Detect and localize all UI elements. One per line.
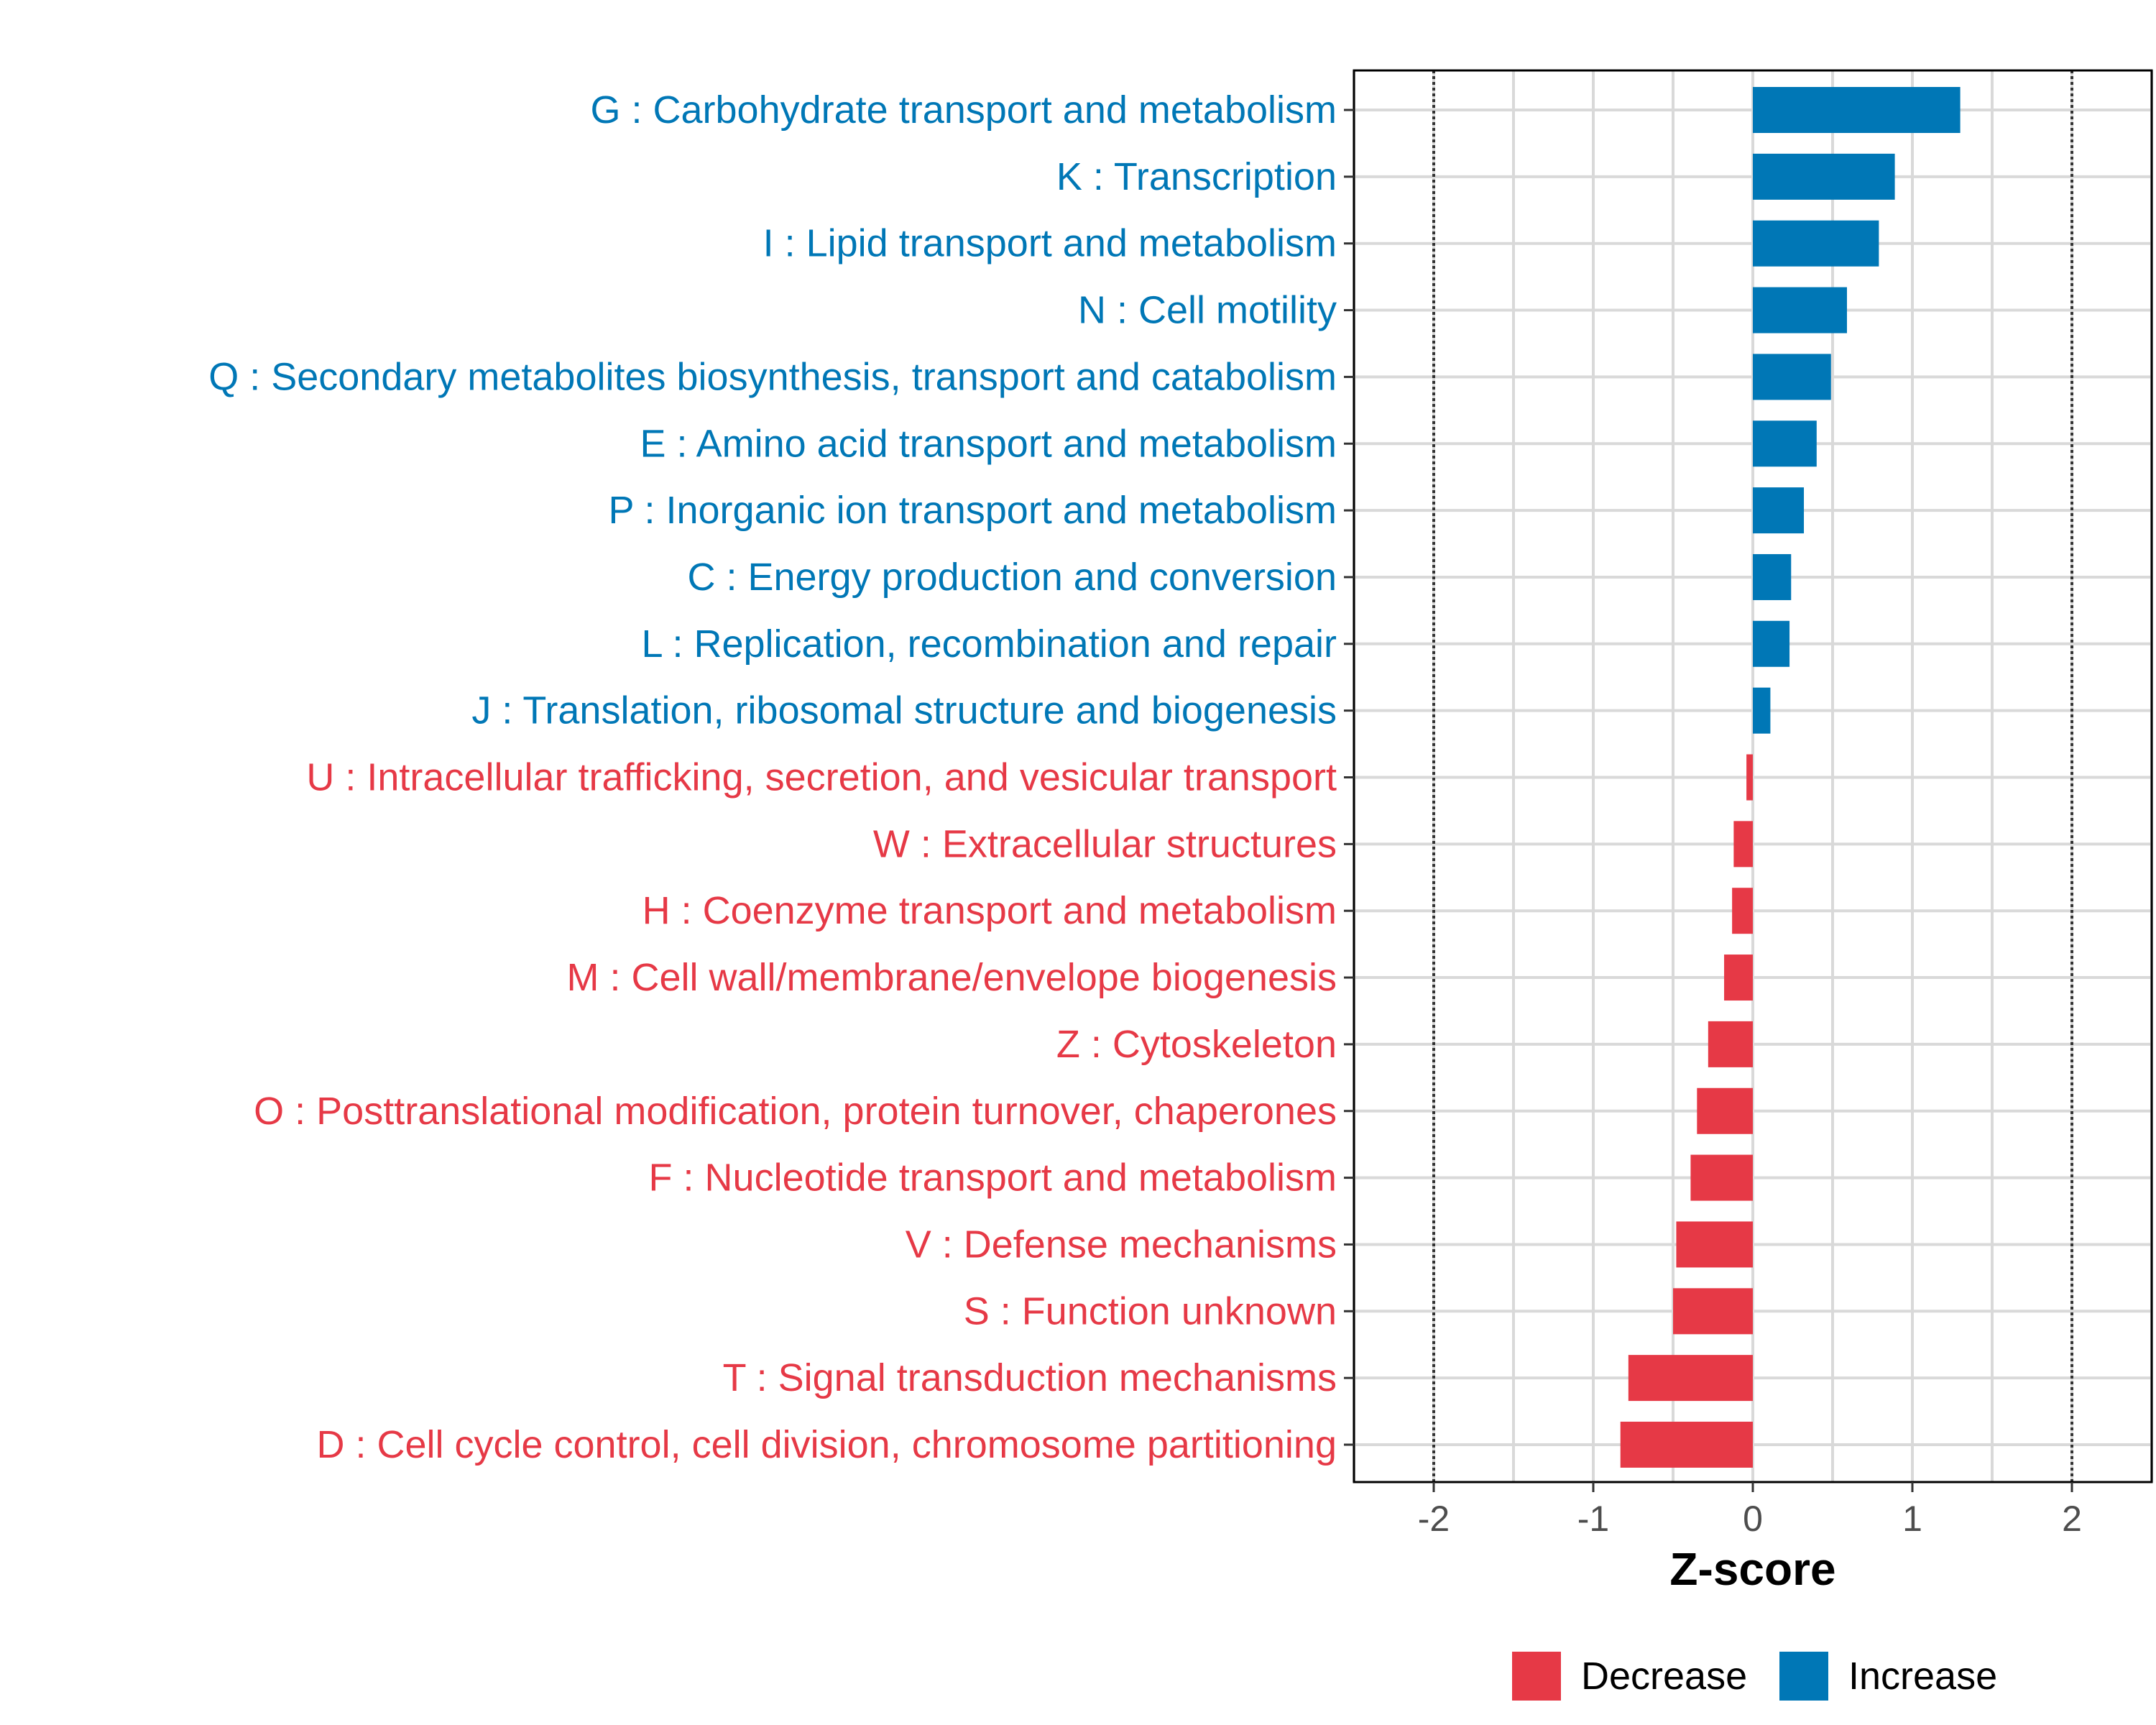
y-tick-label: E : Amino acid transport and metabolism [640,422,1337,465]
y-tick-label: D : Cell cycle control, cell division, c… [316,1423,1337,1466]
y-axis-ticks [1344,109,1354,1446]
bar [1753,420,1817,467]
x-axis-title: Z-score [1669,1543,1835,1595]
bar [1753,87,1961,133]
y-tick-label: W : Extracellular structures [873,822,1337,865]
y-tick-label: Z : Cytoskeleton [1056,1023,1337,1066]
bar [1708,1021,1753,1067]
legend: Decrease Increase [1512,1652,1997,1701]
bar [1753,553,1792,600]
y-tick-label: J : Translation, ribosomal structure and… [471,689,1337,732]
y-tick-label: G : Carbohydrate transport and metabolis… [591,88,1337,132]
y-tick-label: P : Inorganic ion transport and metaboli… [608,489,1337,532]
bar [1753,487,1805,534]
x-tick-label: 1 [1902,1499,1922,1539]
y-tick-label: L : Replication, recombination and repai… [641,622,1337,666]
y-tick-label: F : Nucleotide transport and metabolism [649,1156,1337,1200]
y-tick-label: O : Posttranslational modification, prot… [254,1090,1337,1133]
bars-layer [1620,87,1961,1468]
bar [1676,1221,1753,1268]
bar [1690,1154,1753,1201]
y-tick-label: N : Cell motility [1078,289,1337,332]
bar [1746,754,1753,801]
y-tick-label: M : Cell wall/membrane/envelope biogenes… [566,956,1337,999]
x-tick-label: -1 [1577,1499,1609,1539]
bar [1753,153,1895,200]
y-axis-labels: G : Carbohydrate transport and metabolis… [208,88,1337,1466]
y-tick-label: C : Energy production and conversion [687,556,1337,599]
bar [1753,220,1879,267]
y-tick-label: S : Function unknown [964,1289,1337,1333]
bar [1753,687,1771,734]
bar [1620,1422,1753,1468]
bar [1753,354,1831,400]
x-tick-label: 2 [2062,1499,2082,1539]
bar [1753,620,1790,667]
y-tick-label: T : Signal transduction mechanisms [723,1356,1337,1399]
legend-swatch [1512,1652,1561,1701]
x-axis-ticks: -2 -1 0 1 2 [1418,1482,2082,1539]
y-tick-label: V : Defense mechanisms [906,1223,1337,1266]
legend-swatch [1779,1652,1828,1701]
bar [1628,1355,1753,1402]
bar [1753,287,1847,334]
y-tick-label: K : Transcription [1056,155,1337,198]
legend-label: Decrease [1581,1655,1747,1698]
bar [1733,821,1753,868]
bar [1732,888,1753,934]
bar [1697,1087,1753,1134]
x-tick-label: 0 [1743,1499,1763,1539]
bar [1673,1288,1753,1335]
y-tick-label: Q : Secondary metabolites biosynthesis, … [208,355,1337,398]
y-tick-label: U : Intracellular trafficking, secretion… [306,756,1337,799]
y-tick-label: I : Lipid transport and metabolism [763,222,1337,265]
y-tick-label: H : Coenzyme transport and metabolism [642,889,1337,932]
bar [1724,954,1753,1001]
legend-label: Increase [1848,1655,1997,1698]
x-tick-label: -2 [1418,1499,1450,1539]
